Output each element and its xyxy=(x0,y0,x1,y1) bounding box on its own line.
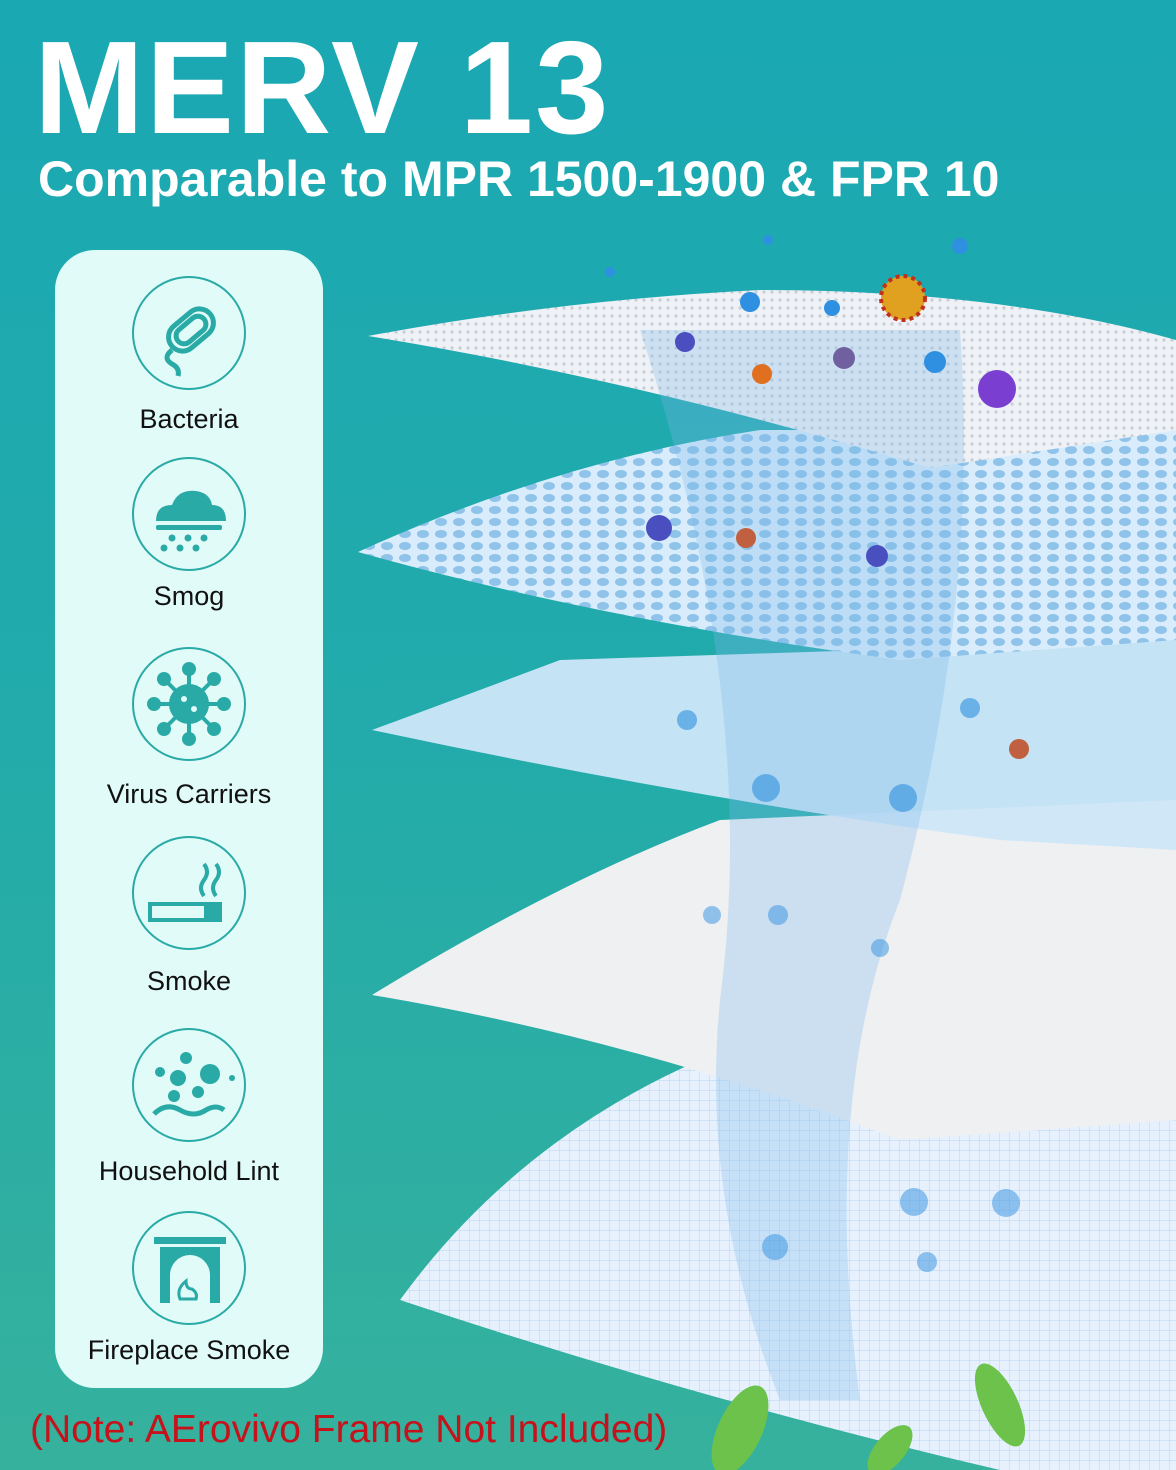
item-label: Virus Carriers xyxy=(106,779,272,809)
note-text: (Note: AErovivo Frame Not Included) xyxy=(30,1408,668,1451)
lint-particles-icon xyxy=(132,1028,246,1142)
blue-fiber-layer xyxy=(372,640,1176,850)
fireplace-icon xyxy=(132,1211,246,1325)
filter-layers-illustration xyxy=(358,235,1176,1470)
item-label: Smog xyxy=(153,581,225,611)
item-label: Smoke xyxy=(146,966,232,996)
top-dotted-layer xyxy=(368,290,1176,468)
item-label: Fireplace Smoke xyxy=(87,1335,291,1365)
particles xyxy=(605,235,1020,1272)
leaves xyxy=(711,1363,1026,1470)
airflow-vortex xyxy=(640,330,964,1400)
item-label: Bacteria xyxy=(139,404,239,434)
white-felt-layer xyxy=(372,800,1176,1140)
item-label: Household Lint xyxy=(98,1156,280,1186)
contaminant-panel: Bacteria Smog Virus Carriers Smoke House… xyxy=(55,250,323,1388)
page-title: MERV 13 xyxy=(34,14,611,161)
hex-mesh-layer xyxy=(358,430,1176,660)
bacteria-icon xyxy=(132,276,246,390)
cigarette-smoke-icon xyxy=(132,836,246,950)
subtitle: Comparable to MPR 1500-1900 & FPR 10 xyxy=(38,151,1000,207)
virus-icon xyxy=(132,647,246,761)
smog-cloud-icon xyxy=(132,457,246,571)
viruses xyxy=(646,274,1029,759)
